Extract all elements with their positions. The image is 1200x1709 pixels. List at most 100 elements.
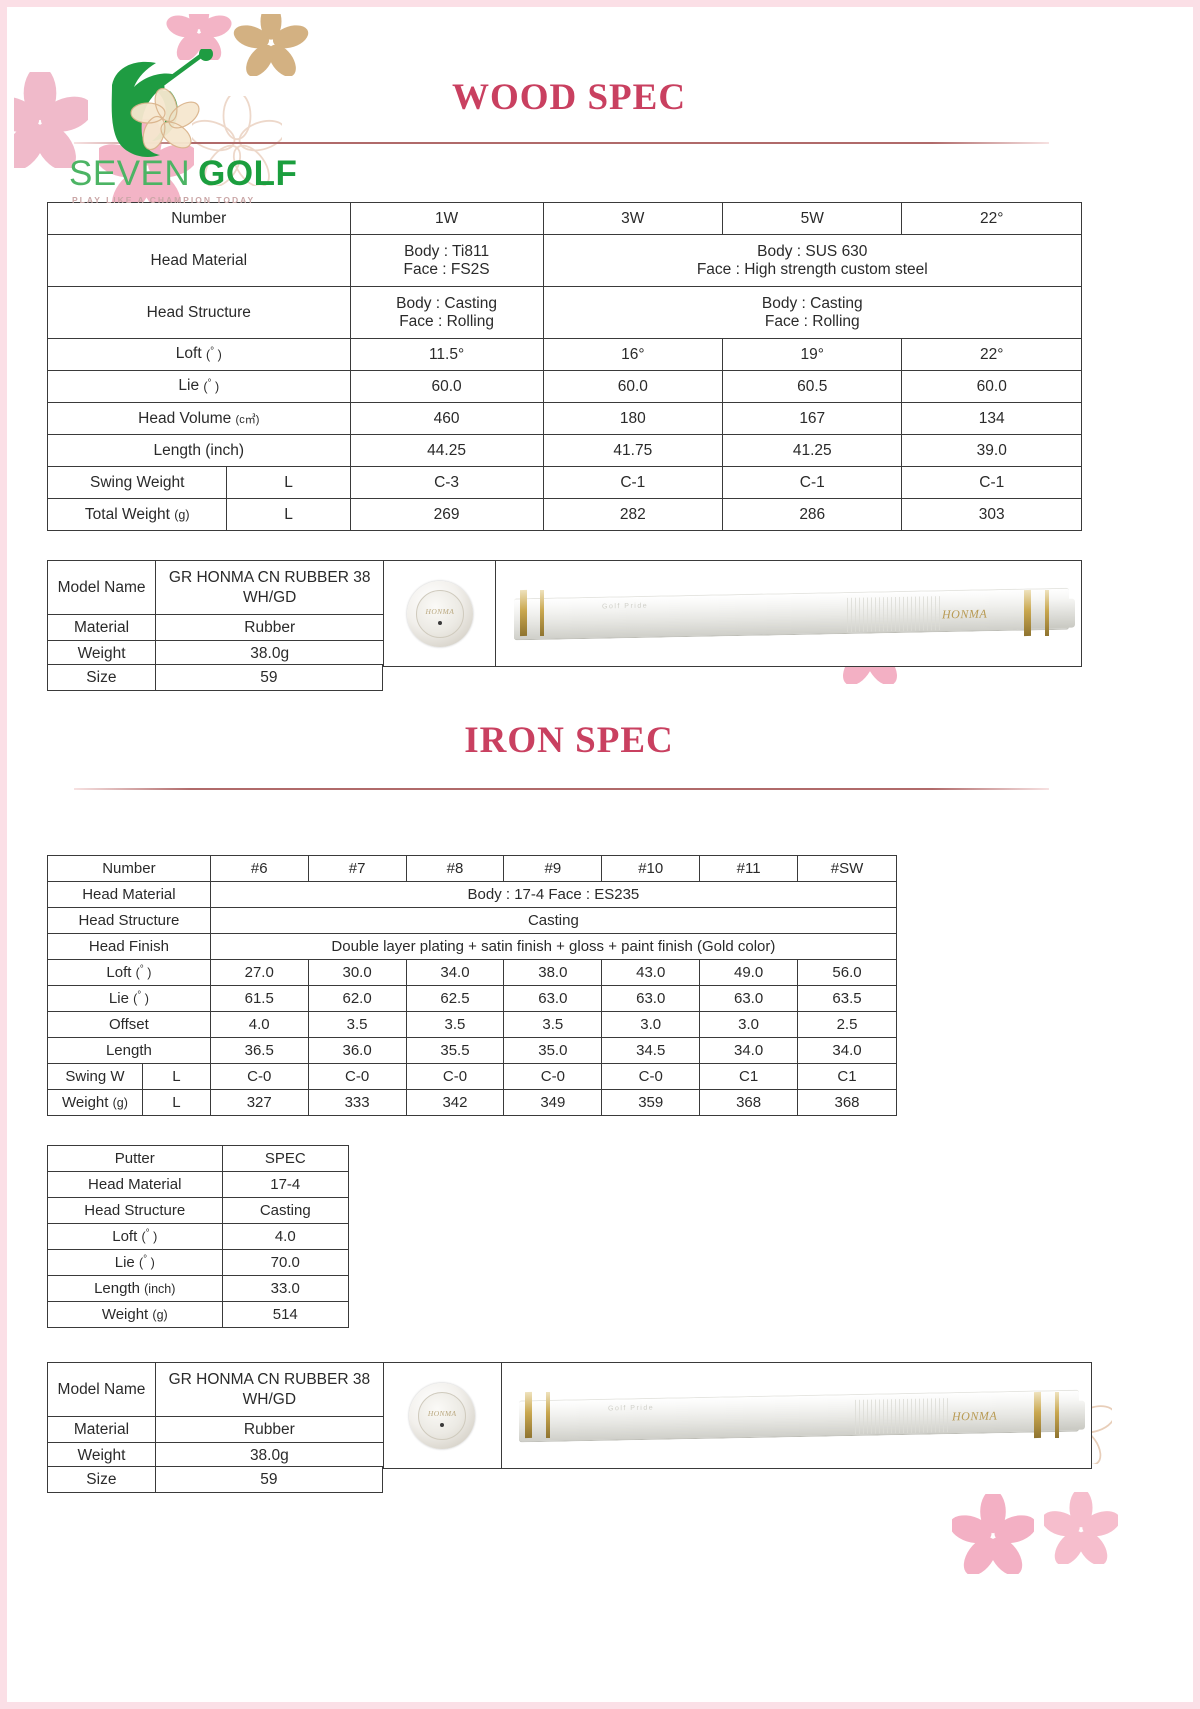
cell-head-material-rest: Body : SUS 630 Face : High strength cust… <box>542 234 1083 287</box>
head-material-1w-face: Face : FS2S <box>403 260 490 278</box>
table-row: Loft (° ) 4.0 <box>47 1223 349 1250</box>
cell-volume-1w: 460 <box>349 402 544 435</box>
grip-shaft-graphic: Golf Pride HONMA <box>502 1363 1091 1468</box>
shaft-taper <box>1028 598 1076 629</box>
table-row: Weight (g) L 327 333 342 349 359 368 368 <box>47 1089 897 1116</box>
col-header-22: 22° <box>901 202 1082 235</box>
table-row: Lie (° ) 70.0 <box>47 1249 349 1276</box>
grip-value-material: Rubber <box>154 1416 384 1443</box>
shaft-taper <box>1037 1400 1086 1431</box>
grip-value-material: Rubber <box>155 614 385 641</box>
col-header-10: #10 <box>601 855 701 882</box>
honma-logo-text: HONMA <box>425 606 455 616</box>
cell-flex-swing-w: L <box>141 1063 211 1090</box>
cell-length-22: 39.0 <box>901 434 1082 467</box>
row-label-length: Length <box>47 1037 211 1064</box>
cell-swing-w-10: C-0 <box>601 1063 701 1090</box>
cell-length-8: 35.5 <box>405 1037 505 1064</box>
cell-swing-weight-22: C-1 <box>901 466 1082 499</box>
table-row: Weight 38.0g <box>46 640 1082 667</box>
honma-logo-text: HONMA <box>951 1408 997 1424</box>
iron-spec-title-rule <box>74 788 1049 790</box>
iron-spec-title: IRON SPEC <box>464 720 674 761</box>
cell-lie-11: 63.0 <box>699 985 799 1012</box>
table-row: Length 36.5 36.0 35.5 35.0 34.5 34.0 34.… <box>47 1037 897 1064</box>
cell-loft-22: 22° <box>901 338 1082 371</box>
shaft-gold-band <box>1024 590 1032 637</box>
putter-row-label: Weight (g) <box>47 1301 223 1328</box>
cell-length-11: 34.0 <box>699 1037 799 1064</box>
cell-flex-total-weight: L <box>226 498 351 531</box>
brand-logo: SEVEN GOLF PLAY LIKE A CHAMPION TODAY <box>69 47 319 214</box>
cell-flex-weight: L <box>141 1089 211 1116</box>
table-row: Size 59 <box>47 1466 384 1493</box>
putter-row-value: 33.0 <box>221 1275 349 1302</box>
table-row: Number #6 #7 #8 #9 #10 #11 #SW <box>47 855 897 882</box>
cell-loft-3w: 16° <box>542 338 724 371</box>
grip-cap-graphic: HONMA <box>406 580 473 647</box>
head-material-rest-body: Body : SUS 630 <box>757 242 868 260</box>
grip-label-model-name: Model Name <box>47 1362 156 1417</box>
grip-value-size: 59 <box>154 1466 384 1493</box>
cell-length-sw: 34.0 <box>797 1037 897 1064</box>
cell-loft-7: 30.0 <box>307 959 407 986</box>
cell-total-weight-3w: 282 <box>542 498 724 531</box>
table-row: Offset 4.0 3.5 3.5 3.5 3.0 3.0 2.5 <box>47 1011 897 1038</box>
col-header-sw: #SW <box>797 855 897 882</box>
cell-loft-1w: 11.5° <box>349 338 544 371</box>
cell-swing-w-8: C-0 <box>405 1063 505 1090</box>
col-header-9: #9 <box>503 855 603 882</box>
shaft-gold-band <box>1054 1392 1059 1439</box>
cell-loft-5w: 19° <box>722 338 903 371</box>
putter-row-label: Head Structure <box>47 1197 223 1224</box>
cell-total-weight-1w: 269 <box>349 498 544 531</box>
cell-lie-10: 63.0 <box>601 985 701 1012</box>
grip-value-weight: 38.0g <box>155 640 385 667</box>
table-row: Head Material 17-4 <box>47 1171 349 1198</box>
table-row: Swing W L C-0 C-0 C-0 C-0 C-0 C1 C1 <box>47 1063 897 1090</box>
table-row: Length (inch) 33.0 <box>47 1275 349 1302</box>
cell-total-weight-5w: 286 <box>722 498 903 531</box>
cell-lie-22: 60.0 <box>901 370 1082 403</box>
cell-offset-7: 3.5 <box>307 1011 407 1038</box>
col-header-7: #7 <box>307 855 407 882</box>
cell-length-3w: 41.75 <box>542 434 724 467</box>
shaft-gold-band <box>525 1392 533 1439</box>
cell-weight-10: 359 <box>601 1089 701 1116</box>
cell-offset-11: 3.0 <box>699 1011 799 1038</box>
cell-swing-weight-3w: C-1 <box>542 466 724 499</box>
head-structure-rest-face: Face : Rolling <box>764 312 860 330</box>
col-header-3w: 3W <box>542 202 724 235</box>
cell-lie-7: 62.0 <box>307 985 407 1012</box>
brand-name-golf: GOLF <box>198 154 298 193</box>
putter-row-value: 514 <box>221 1301 349 1328</box>
grip-label-model-name: Model Name <box>46 560 157 615</box>
table-row: Material Rubber <box>47 1416 1092 1443</box>
grip-endcap-image: HONMA <box>382 1362 502 1469</box>
row-label-swing-w: Swing W <box>47 1063 143 1090</box>
row-label-number: Number <box>47 202 351 235</box>
wood-grip-table: Model Name GR HONMA CN RUBBER 38 WH/GD H… <box>46 560 1082 667</box>
cell-offset-9: 3.5 <box>503 1011 603 1038</box>
cell-weight-8: 342 <box>405 1089 505 1116</box>
putter-row-label: Loft (° ) <box>47 1223 223 1250</box>
grip-value-model-name: GR HONMA CN RUBBER 38 WH/GD <box>155 560 385 615</box>
grip-shaft-image: Golf Pride HONMA <box>500 1362 1093 1469</box>
iron-grip-table: Model Name GR HONMA CN RUBBER 38 WH/GD H… <box>47 1362 1093 1469</box>
table-row: Loft (° ) 11.5° 16° 19° 22° <box>47 338 1082 371</box>
cell-lie-3w: 60.0 <box>542 370 724 403</box>
page-content: SEVEN GOLF PLAY LIKE A CHAMPION TODAY WOO… <box>14 14 1186 1695</box>
table-row: Head Structure Casting <box>47 1197 349 1224</box>
cell-loft-11: 49.0 <box>699 959 799 986</box>
table-row: Total Weight (g) L 269 282 286 303 <box>46 498 1082 531</box>
shaft-texture <box>855 1397 950 1434</box>
cell-swing-w-sw: C1 <box>797 1063 897 1090</box>
cell-weight-7: 333 <box>307 1089 407 1116</box>
row-label-head-structure: Head Structure <box>47 286 351 339</box>
grip-cap-center-dot <box>437 621 442 626</box>
cell-head-finish: Double layer plating + satin finish + gl… <box>209 933 898 960</box>
col-header-5w: 5W <box>722 202 903 235</box>
shaft-texture <box>847 595 941 632</box>
shaft-brand-text: Golf Pride <box>601 602 648 611</box>
table-row: Size 59 <box>47 664 384 691</box>
